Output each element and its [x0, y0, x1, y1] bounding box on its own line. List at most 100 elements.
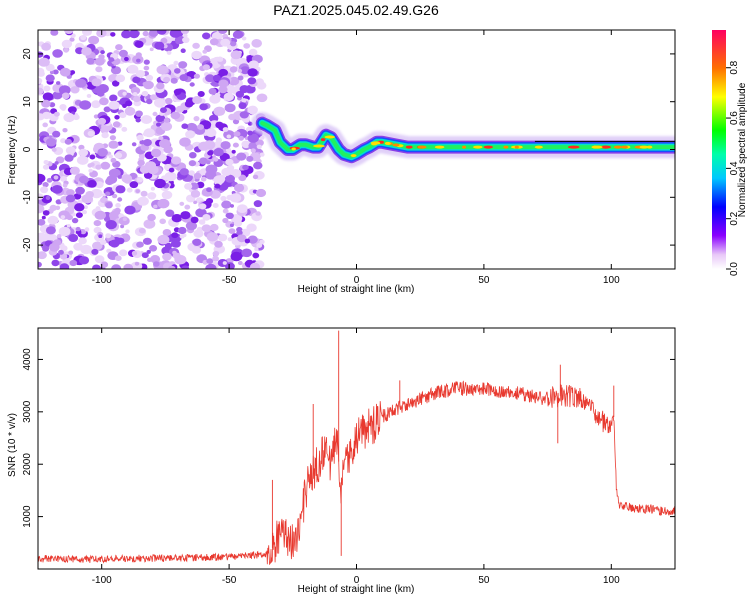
noise-blob [53, 175, 59, 180]
noise-blob [60, 215, 66, 220]
noise-blob [171, 232, 179, 239]
noise-blob [98, 234, 103, 238]
y-tick-label: 2000 [22, 453, 33, 476]
noise-blob [134, 261, 140, 266]
noise-blob [78, 148, 89, 157]
noise-blob [214, 178, 223, 186]
noise-blob [243, 43, 251, 49]
noise-blob [209, 223, 219, 232]
noise-blob [253, 161, 263, 170]
noise-blob [226, 194, 233, 201]
noise-blob [41, 215, 46, 220]
noise-blob [70, 86, 80, 94]
noise-blob [214, 240, 223, 248]
noise-blob [41, 99, 51, 108]
noise-blob [42, 182, 49, 188]
noise-blob [206, 187, 212, 193]
noise-blob [185, 130, 196, 139]
noise-blob [184, 100, 194, 108]
noise-blob [163, 117, 170, 123]
noise-blob [82, 30, 92, 36]
noise-blob [62, 128, 68, 133]
noise-blob [222, 127, 229, 132]
noise-blob [236, 204, 248, 214]
noise-blob [207, 150, 214, 156]
noise-blob [181, 123, 189, 129]
colorbar-tick-label: 0.4 [729, 161, 740, 175]
noise-blob [174, 68, 181, 74]
noise-blob [213, 148, 224, 157]
noise-blob [250, 148, 256, 153]
noise-blob [45, 137, 57, 147]
noise-blob [162, 252, 172, 261]
bottom-y-axis-label: SNR (10 * v/v) [7, 413, 18, 477]
noise-blob [218, 68, 228, 77]
noise-blob [115, 185, 126, 194]
noise-blob [230, 169, 242, 178]
noise-blob [93, 192, 99, 197]
noise-blob [253, 200, 263, 208]
noise-blob [136, 241, 144, 248]
colorbar-tick-label: 0.0 [729, 262, 740, 276]
noise-region [38, 30, 268, 269]
noise-blob [239, 111, 249, 119]
x-tick-label: 50 [478, 575, 490, 586]
noise-blob [95, 164, 102, 170]
noise-blob [51, 147, 57, 152]
noise-blob [100, 239, 107, 245]
noise-blob [121, 30, 132, 39]
noise-blob [198, 219, 206, 225]
noise-blob [121, 126, 128, 132]
noise-blob [209, 38, 219, 46]
noise-blob [38, 261, 42, 268]
noise-blob [202, 214, 211, 221]
noise-blob [62, 183, 68, 188]
noise-blob [42, 122, 48, 128]
noise-blob [51, 259, 60, 267]
noise-blob [189, 182, 199, 190]
noise-blob [87, 180, 97, 188]
noise-blob [184, 204, 191, 210]
noise-blob [162, 229, 172, 236]
noise-blob [236, 152, 247, 161]
noise-blob [136, 134, 144, 141]
noise-blob [170, 111, 181, 120]
noise-blob [38, 51, 44, 58]
noise-blob [259, 135, 265, 140]
snr-series [38, 330, 675, 565]
noise-blob [179, 201, 185, 206]
noise-blob [191, 50, 202, 60]
colorbar-label: Normalized spectral amplitude [737, 82, 748, 217]
noise-blob [51, 185, 63, 194]
noise-blob [199, 103, 208, 111]
noise-blob [237, 75, 244, 81]
noise-blob [149, 245, 158, 252]
noise-blob [175, 105, 185, 113]
noise-blob [218, 30, 228, 34]
colorbar-ticks: 0.0 0.2 0.4 0.6 0.8 [726, 60, 740, 276]
noise-blob [142, 237, 152, 245]
noise-blob [239, 85, 250, 94]
noise-blob [163, 145, 173, 154]
noise-blob [171, 156, 182, 165]
noise-blob [59, 263, 70, 269]
noise-blob [145, 74, 154, 81]
x-tick-label: 50 [478, 275, 490, 286]
noise-blob [163, 76, 171, 83]
noise-blob [110, 32, 116, 37]
noise-blob [141, 252, 149, 259]
noise-blob [159, 218, 166, 225]
noise-blob [171, 214, 183, 223]
noise-blob [184, 183, 193, 190]
top-y-axis-label: Frequency (Hz) [7, 116, 18, 185]
ridge-hotspot [320, 138, 326, 142]
noise-blob [97, 117, 107, 125]
noise-blob [38, 173, 46, 183]
noise-blob [177, 226, 187, 235]
noise-blob [91, 78, 102, 87]
noise-blob [127, 64, 139, 74]
noise-blob [50, 30, 59, 36]
noise-blob [198, 141, 210, 151]
noise-blob [92, 241, 103, 251]
noise-blob [217, 233, 228, 242]
